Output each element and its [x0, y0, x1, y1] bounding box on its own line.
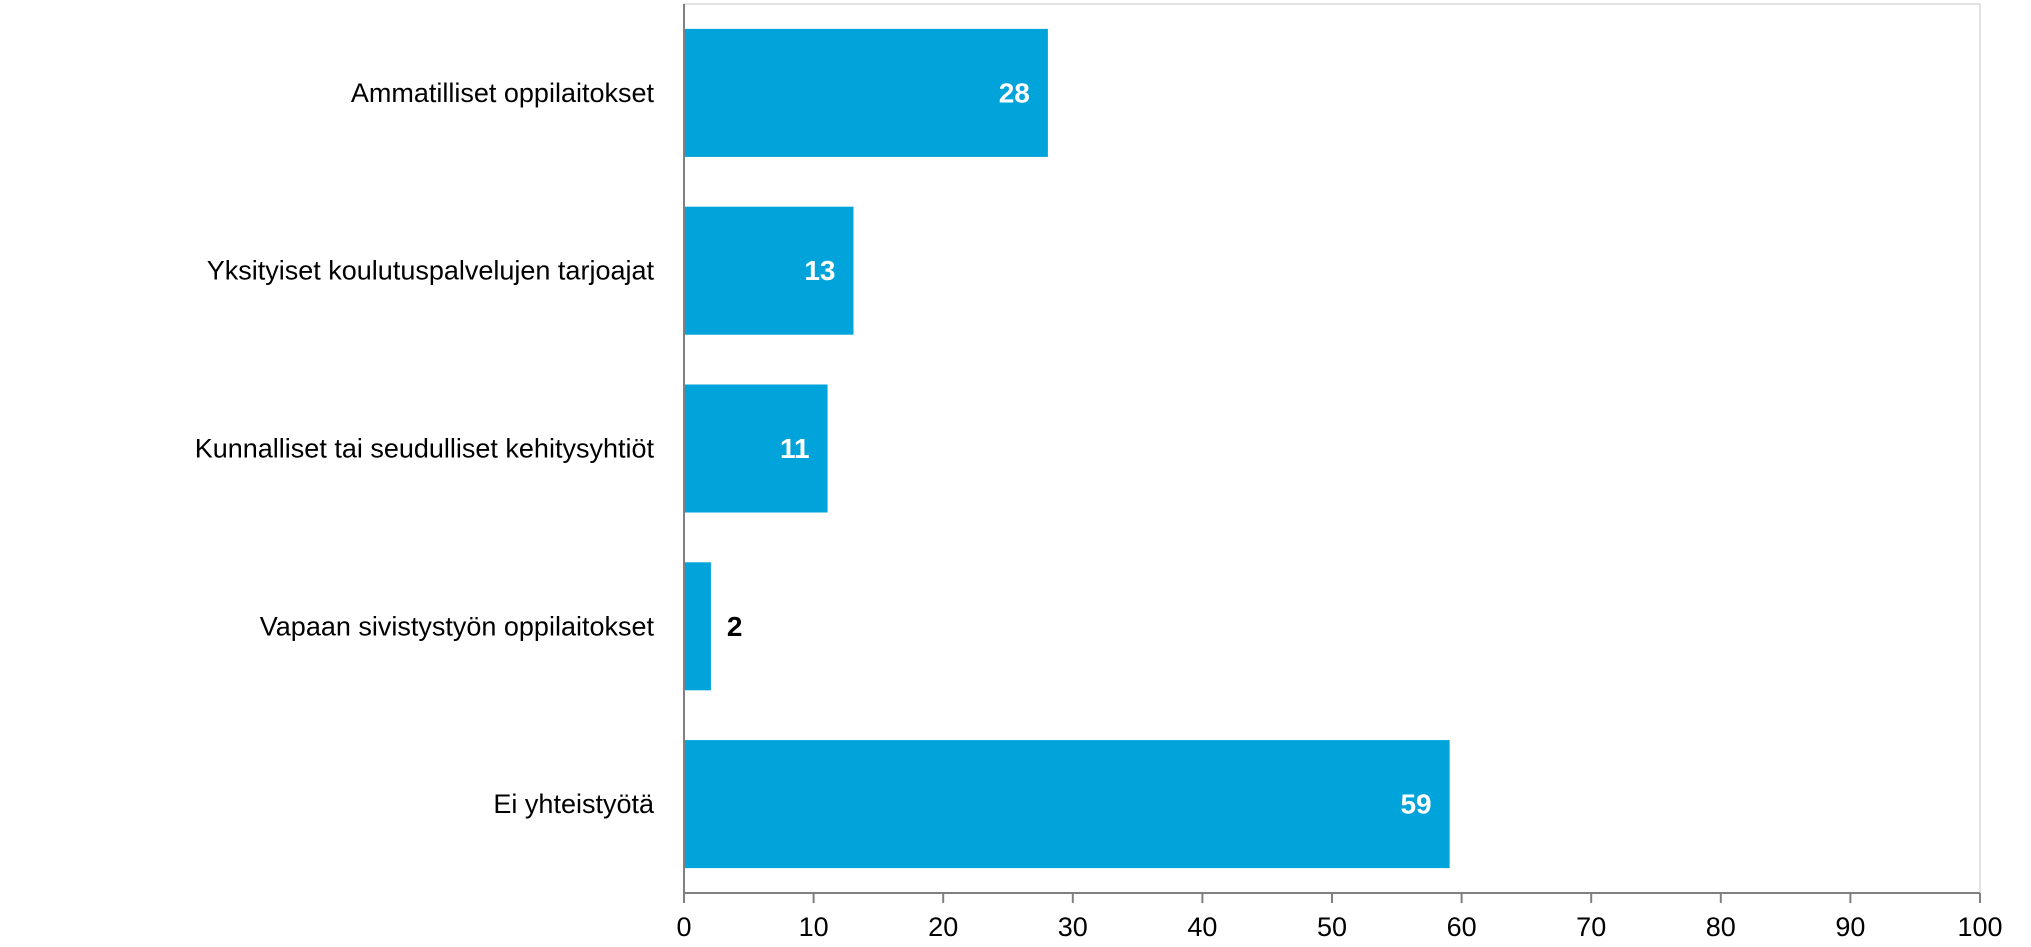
- bar: [685, 206, 854, 335]
- x-tick-label: 70: [1576, 912, 1606, 942]
- bars-group: [685, 28, 1450, 869]
- x-tick-label: 10: [799, 912, 829, 942]
- x-tick-label: 20: [928, 912, 958, 942]
- category-label: Ammatilliset oppilaitokset: [351, 78, 655, 108]
- x-tick-label: 60: [1447, 912, 1477, 942]
- x-tick-label: 0: [676, 912, 691, 942]
- data-label: 59: [1400, 789, 1431, 820]
- x-tick-label: 50: [1317, 912, 1347, 942]
- data-label: 2: [727, 611, 743, 642]
- x-tick-label: 80: [1706, 912, 1736, 942]
- x-tick-label: 90: [1835, 912, 1865, 942]
- value-labels: 28 13 11 2 59: [727, 77, 1432, 819]
- bar: [685, 28, 1048, 157]
- data-label: 28: [999, 77, 1030, 108]
- category-labels: Ammatilliset oppilaitokset Yksityiset kou…: [195, 78, 655, 819]
- x-tick-label: 100: [1957, 912, 2002, 942]
- category-label: Ei yhteistyötä: [493, 789, 655, 819]
- data-label: 11: [780, 433, 810, 464]
- category-label: Kunnalliset tai seudulliset kehitysyhtiö…: [195, 434, 655, 464]
- bar: [685, 740, 1450, 869]
- bar: [685, 384, 828, 513]
- category-label: Yksityiset koulutuspalvelujen tarjoajat: [207, 256, 655, 286]
- data-label: 13: [804, 255, 835, 286]
- category-label: Vapaan sivistystyön oppilaitokset: [260, 611, 655, 641]
- bar: [685, 562, 711, 691]
- x-tick-label: 40: [1187, 912, 1217, 942]
- x-axis-ticks: 0 10 20 30 40 50 60 70 80 90 100: [676, 893, 2003, 942]
- x-tick-label: 30: [1058, 912, 1088, 942]
